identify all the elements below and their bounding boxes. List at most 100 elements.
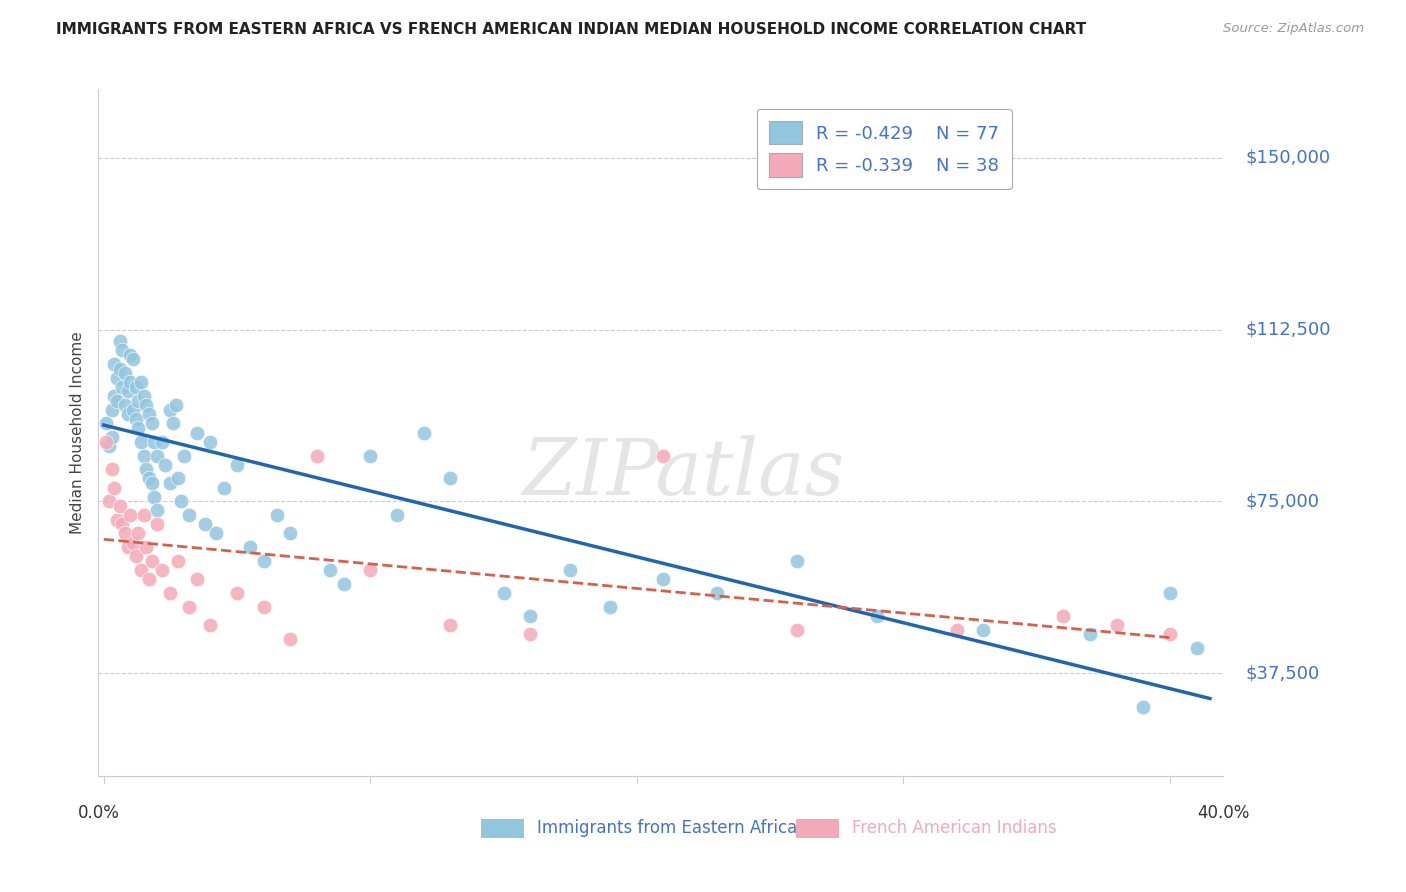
Point [194, 517, 217, 532]
Point [108, 361, 131, 376]
Point [519, 608, 541, 623]
Point [165, 398, 187, 412]
Point [186, 572, 208, 586]
Point [412, 425, 434, 440]
Legend: R = -0.429    N = 77, R = -0.339    N = 38: R = -0.429 N = 77, R = -0.339 N = 38 [756, 109, 1012, 189]
Point [599, 599, 621, 614]
Point [138, 407, 160, 421]
Point [103, 357, 125, 371]
Point [141, 475, 163, 490]
Point [1052, 608, 1074, 623]
Point [122, 535, 145, 549]
Point [100, 430, 122, 444]
Point [122, 352, 145, 367]
Point [120, 348, 142, 362]
Point [972, 623, 994, 637]
Point [105, 513, 128, 527]
Point [141, 554, 163, 568]
Point [105, 370, 128, 384]
Point [492, 586, 515, 600]
Point [162, 417, 184, 431]
Point [138, 471, 160, 485]
Point [111, 343, 134, 358]
Point [1159, 586, 1181, 600]
Point [98, 494, 121, 508]
Point [177, 599, 200, 614]
Point [212, 481, 235, 495]
Point [1159, 627, 1181, 641]
Point [135, 462, 157, 476]
Point [159, 586, 181, 600]
Point [138, 572, 160, 586]
Text: 40.0%: 40.0% [1197, 804, 1250, 822]
Point [319, 563, 342, 577]
Point [143, 490, 166, 504]
Point [253, 554, 276, 568]
Point [125, 412, 148, 426]
Point [96, 434, 118, 449]
Point [135, 398, 157, 412]
Point [239, 540, 262, 554]
Point [945, 623, 967, 637]
Point [278, 632, 301, 646]
Point [786, 554, 808, 568]
Bar [481, 819, 523, 838]
Point [159, 475, 181, 490]
Point [108, 499, 131, 513]
Point [125, 380, 148, 394]
Point [111, 517, 134, 532]
Point [100, 402, 122, 417]
Point [146, 503, 169, 517]
Point [127, 393, 149, 408]
Point [786, 623, 808, 637]
Point [519, 627, 541, 641]
Point [167, 471, 190, 485]
Point [120, 376, 142, 390]
Text: Source: ZipAtlas.com: Source: ZipAtlas.com [1223, 22, 1364, 36]
Point [186, 425, 208, 440]
Point [200, 618, 222, 632]
Text: 0.0%: 0.0% [77, 804, 120, 822]
Point [117, 407, 139, 421]
Point [117, 384, 139, 399]
Point [278, 526, 301, 541]
Text: $150,000: $150,000 [1246, 149, 1331, 167]
Point [652, 572, 675, 586]
Point [204, 526, 226, 541]
Point [114, 366, 136, 380]
Point [150, 434, 173, 449]
Text: Immigrants from Eastern Africa: Immigrants from Eastern Africa [537, 819, 797, 838]
Point [105, 393, 128, 408]
Point [1185, 640, 1208, 655]
Point [132, 389, 155, 403]
Text: ZIPatlas: ZIPatlas [522, 435, 845, 512]
Point [111, 380, 134, 394]
Point [332, 576, 354, 591]
Text: $37,500: $37,500 [1246, 664, 1320, 682]
Point [150, 563, 173, 577]
Point [100, 462, 122, 476]
Point [706, 586, 728, 600]
Point [359, 449, 381, 463]
Point [135, 540, 157, 554]
Point [98, 439, 121, 453]
Point [200, 434, 222, 449]
Point [127, 526, 149, 541]
Point [114, 526, 136, 541]
Point [1105, 618, 1128, 632]
Point [122, 402, 145, 417]
Point [439, 618, 461, 632]
Point [146, 517, 169, 532]
Point [153, 458, 176, 472]
Point [129, 563, 152, 577]
Point [120, 508, 142, 522]
Point [652, 449, 675, 463]
Point [127, 421, 149, 435]
Point [108, 334, 131, 348]
Point [159, 402, 181, 417]
Point [117, 540, 139, 554]
Point [359, 563, 381, 577]
Point [266, 508, 288, 522]
Y-axis label: Median Household Income: Median Household Income [69, 331, 84, 534]
Point [129, 376, 152, 390]
